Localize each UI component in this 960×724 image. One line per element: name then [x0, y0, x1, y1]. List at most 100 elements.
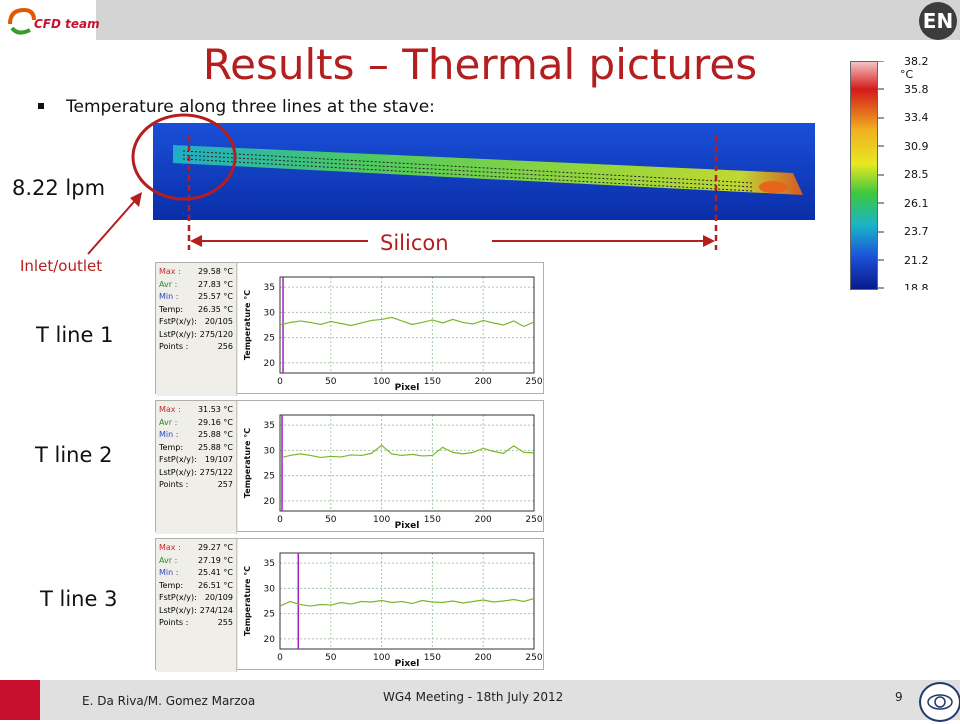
profile-panel-1: Max : 29.58 °C Avr : 27.83 °C Min : 25.57 °…: [155, 262, 544, 396]
stat-value: 275/122: [199, 467, 233, 477]
x-tick-label: 50: [325, 515, 337, 525]
annotation-layer: [87, 113, 718, 255]
plot-frame: [279, 552, 535, 650]
y-tick-label: 20: [264, 359, 276, 369]
stat-value: 29.58 °C: [197, 267, 233, 276]
stat-key: Temp:: [159, 580, 184, 590]
x-axis-label: Pixel: [395, 659, 420, 669]
scale-tick-label: 18.8: [904, 282, 929, 290]
profile-panel-3: Max : 29.27 °C Avr : 27.19 °C Min : 25.41 °…: [155, 538, 544, 672]
stat-key: LstP(x/y):: [159, 467, 197, 477]
plot-background: [238, 539, 543, 669]
stat-value: 20/105: [204, 317, 233, 326]
x-axis-label: Pixel: [395, 383, 420, 393]
stat-value: 25.88 °C: [197, 430, 233, 439]
stat-key: FstP(x/y):: [159, 455, 197, 464]
stat-value: 20/109: [204, 593, 233, 602]
thermal-image: [153, 123, 815, 220]
y-tick-label: 25: [264, 334, 275, 344]
temperature-profile-chart-3: 20 25 30 35 0 50 100 150 200 250 Pixel Temperature …: [238, 539, 543, 669]
x-tick-label: 100: [373, 515, 390, 525]
stat-key: Max :: [159, 267, 181, 276]
scale-unit-label: °C: [900, 68, 914, 81]
scale-tick-label: 33.4: [904, 111, 929, 124]
bullet-icon: [38, 103, 44, 109]
stat-key: LstP(x/y):: [159, 329, 197, 339]
x-tick-label: 50: [325, 377, 337, 387]
stat-value: 255: [217, 618, 233, 627]
footer-accent: [0, 680, 40, 720]
x-tick-label: 200: [475, 515, 492, 525]
stat-key: Temp:: [159, 442, 184, 452]
temperature-series-line: [279, 444, 535, 459]
x-tick-label: 150: [424, 377, 441, 387]
t-line-2-label: T line 2: [35, 443, 113, 467]
profile-panel-2: Max : 31.53 °C Avr : 29.16 °C Min : 25.88 °…: [155, 400, 544, 534]
stat-key: Min :: [159, 430, 179, 439]
inlet-pointer-line: [87, 194, 141, 255]
x-tick-label: 50: [325, 653, 337, 663]
bullet-text: Temperature along three lines at the sta…: [66, 97, 435, 117]
y-tick-label: 30: [264, 446, 276, 456]
stat-value: 29.16 °C: [197, 417, 233, 427]
color-scale-bar: [850, 61, 878, 290]
en-badge: EN: [919, 2, 957, 40]
silicon-label: Silicon: [374, 231, 455, 255]
stat-value: 274/124: [199, 605, 233, 615]
scale-tick-label: 23.7: [904, 225, 929, 238]
stat-value: 275/120: [199, 329, 233, 339]
y-tick-label: 35: [264, 559, 275, 569]
temperature-profile-chart-1: 20 25 30 35 0 50 100 150 200 250 Pixel Temperature …: [238, 263, 543, 393]
y-tick-label: 20: [264, 497, 276, 507]
stat-value: 257: [217, 480, 233, 489]
x-tick-label: 150: [424, 653, 441, 663]
cern-logo: [919, 682, 960, 722]
scale-tick-label: 35.8: [904, 83, 929, 96]
stat-key: Avr :: [159, 417, 178, 427]
stat-key: Temp:: [159, 304, 184, 314]
color-scale-ticks: [878, 60, 884, 289]
t-line-1-label: T line 1: [36, 323, 114, 347]
stats-box: Max : 29.27 °C Avr : 27.19 °C Min : 25.41 °…: [156, 539, 237, 672]
temperature-series-line: [279, 597, 535, 607]
stat-key: Avr :: [159, 279, 178, 289]
y-tick-label: 30: [264, 584, 276, 594]
header-bar: [0, 0, 960, 40]
stats-box: Max : 31.53 °C Avr : 29.16 °C Min : 25.88 °…: [156, 401, 237, 534]
scale-tick-label: 38.2: [904, 55, 929, 68]
y-axis-label: Temperature °C: [243, 428, 252, 498]
scale-tick-label: 28.5: [904, 168, 929, 181]
y-tick-label: 35: [264, 421, 275, 431]
temperature-series-line: [279, 316, 535, 328]
stats-box: Max : 29.58 °C Avr : 27.83 °C Min : 25.57 °…: [156, 263, 237, 396]
x-tick-label: 100: [373, 377, 390, 387]
y-tick-label: 20: [264, 635, 276, 645]
stat-key: Points :: [159, 480, 189, 489]
y-tick-label: 30: [264, 308, 276, 318]
stat-value: 27.83 °C: [197, 279, 233, 289]
footer-meeting: WG4 Meeting - 18th July 2012: [383, 690, 564, 704]
x-tick-label: 250: [525, 653, 542, 663]
stat-value: 25.88 °C: [197, 442, 233, 452]
y-tick-label: 25: [264, 610, 275, 620]
x-tick-label: 0: [277, 653, 283, 663]
arrow-up-right-icon: [130, 192, 142, 207]
arrow-right-icon: [703, 235, 715, 247]
logo-text: CFD team: [34, 17, 100, 31]
stat-key: Points :: [159, 618, 189, 627]
x-tick-label: 200: [475, 377, 492, 387]
stat-key: Min :: [159, 568, 179, 577]
x-tick-label: 200: [475, 653, 492, 663]
stat-value: 19/107: [204, 455, 233, 464]
stat-value: 256: [217, 342, 233, 351]
scale-tick-label: 30.9: [904, 140, 929, 153]
plot-background: [238, 401, 543, 531]
swirl-logo-icon: [8, 7, 36, 35]
y-axis-label: Temperature °C: [243, 290, 252, 360]
stat-value: 25.57 °C: [197, 292, 233, 301]
x-tick-label: 250: [525, 515, 542, 525]
flow-rate-label: 8.22 lpm: [12, 176, 106, 200]
stat-key: Points :: [159, 342, 189, 351]
x-tick-label: 250: [525, 377, 542, 387]
stat-key: Max :: [159, 405, 181, 414]
